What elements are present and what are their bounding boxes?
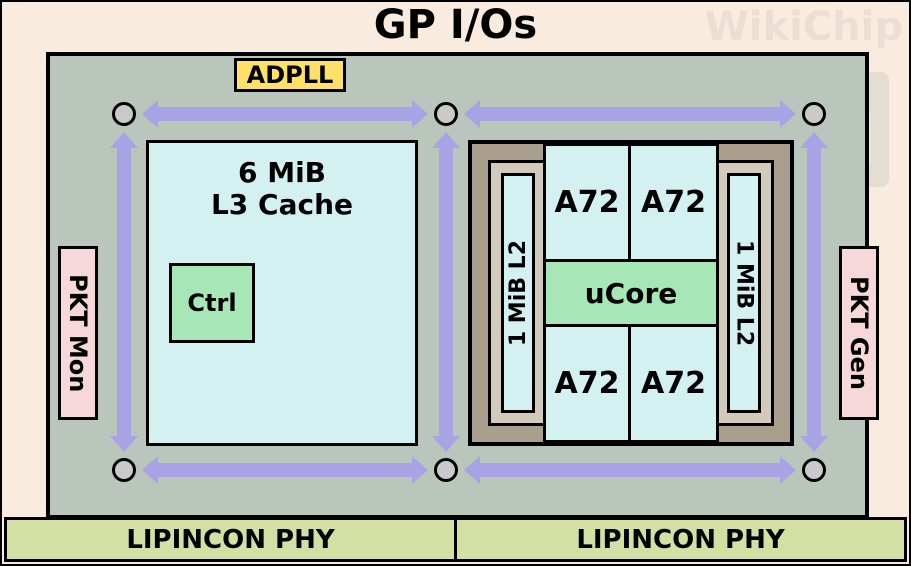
core-a72: A72 [543,143,631,262]
ucore-block: uCore [543,259,719,327]
core-a72: A72 [628,143,719,262]
l3-cache-block: 6 MiB L3 Cache Ctrl [146,140,418,446]
pkt-gen-label: PKT Gen [845,276,873,390]
router-node [112,458,136,482]
cpu-cluster-block: 1 MiB L2 1 MiB L2 A72 A72 uCore A72 A72 [468,140,794,446]
core-grid: A72 A72 uCore A72 A72 [543,143,719,443]
adpll-block: ADPLL [234,58,346,92]
core-a72: A72 [628,324,719,443]
pkt-mon-label: PKT Mon [64,274,92,392]
core-a72: A72 [543,324,631,443]
router-node [802,102,826,126]
lipincon-phy-right: LIPINCON PHY [454,517,907,562]
l3-cache-label: 6 MiB L3 Cache [149,157,415,221]
cpu-cluster-inner: 1 MiB L2 1 MiB L2 A72 A72 uCore A72 A72 [488,160,774,426]
adpll-label: ADPLL [247,61,334,89]
outer-frame: WikiChip GP I/Os ADPLL 6 MiB L3 Cache Ct… [0,0,911,566]
pkt-mon-block: PKT Mon [58,246,98,420]
l2-right-label: 1 MiB L2 [732,240,757,346]
l2-cache-right: 1 MiB L2 [727,173,761,413]
ctrl-block: Ctrl [169,263,255,343]
router-node [802,458,826,482]
title-gp-ios: GP I/Os [2,2,909,48]
router-node [112,102,136,126]
router-node [434,102,458,126]
ctrl-label: Ctrl [187,289,236,317]
pkt-gen-block: PKT Gen [839,246,879,420]
l2-cache-left: 1 MiB L2 [501,173,535,413]
l2-left-label: 1 MiB L2 [506,240,531,346]
lipincon-phy-left: LIPINCON PHY [4,517,457,562]
router-node [434,458,458,482]
lipincon-row: LIPINCON PHY LIPINCON PHY [4,517,907,562]
